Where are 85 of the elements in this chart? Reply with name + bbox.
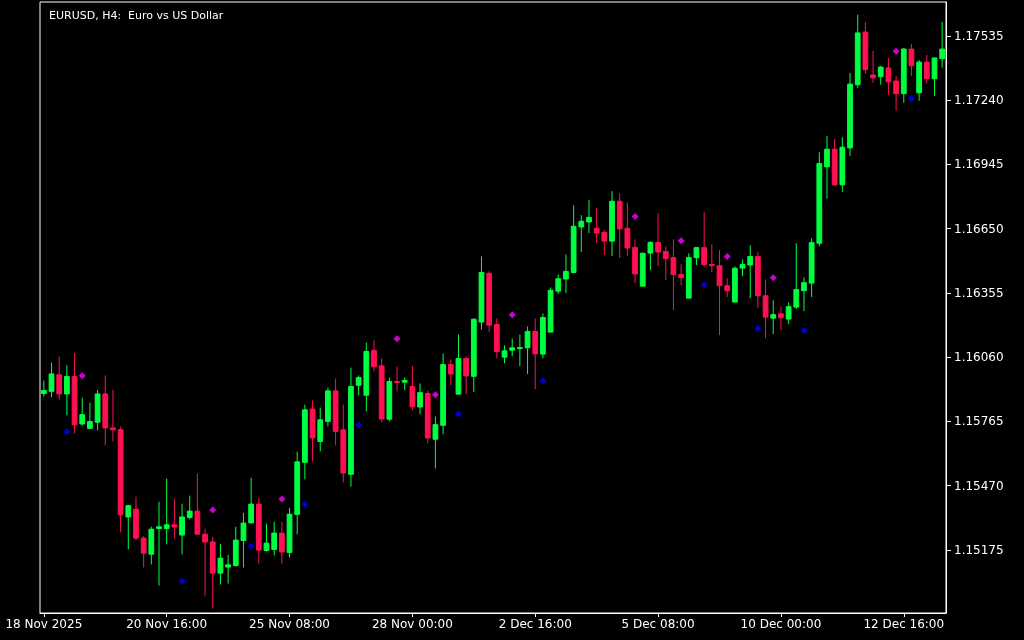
- candlestick: [778, 305, 784, 331]
- candlestick: [248, 477, 255, 525]
- candlestick: [432, 416, 439, 469]
- y-tick-label: 1.17535: [954, 28, 1004, 43]
- candlestick: [532, 317, 539, 390]
- candlestick: [371, 339, 377, 372]
- point: [892, 47, 900, 55]
- x-tick-label: 28 Nov 00:00: [371, 617, 453, 631]
- x-tick-label: 25 Nov 08:00: [249, 617, 330, 631]
- candlestick: [409, 365, 416, 411]
- point: [355, 421, 363, 429]
- candlestick: [186, 495, 193, 520]
- candlestick: [762, 278, 769, 339]
- candlestick: [79, 397, 86, 427]
- candlestick: [877, 65, 884, 86]
- point: [754, 325, 762, 333]
- point: [454, 410, 462, 418]
- candlestick: [179, 503, 185, 555]
- candlestick: [447, 359, 454, 386]
- candlestick: [586, 199, 592, 234]
- candlestick: [463, 355, 470, 395]
- candlestick: [156, 501, 162, 587]
- candlestick: [56, 355, 63, 401]
- candlestick: [163, 478, 170, 545]
- point: [677, 237, 685, 245]
- candlestick: [110, 389, 116, 442]
- candlestick: [225, 554, 231, 585]
- y-tick-label: 1.15470: [954, 478, 1004, 493]
- point: [178, 577, 186, 585]
- y-tick-label: 1.16650: [954, 221, 1004, 236]
- candlestick: [563, 253, 569, 294]
- candlestick: [770, 299, 777, 335]
- candlestick: [870, 50, 876, 84]
- point: [278, 495, 286, 503]
- x-tick-label: 5 Dec 08:00: [621, 617, 695, 631]
- candlestick: [87, 402, 93, 430]
- point: [78, 372, 86, 380]
- candlestick: [923, 54, 930, 85]
- text: EURUSD, H4: Euro vs US Dollar: [49, 9, 224, 22]
- candlestick: [885, 57, 892, 96]
- candlestick: [824, 135, 830, 200]
- point: [508, 311, 516, 319]
- y-tick-label: 1.16945: [954, 157, 1004, 172]
- candlestick: [524, 325, 531, 375]
- point: [301, 500, 309, 508]
- x-tick-label: 12 Dec 16:00: [863, 617, 945, 631]
- candlestick: [516, 334, 523, 367]
- point: [393, 335, 401, 343]
- candlestick: [678, 263, 684, 286]
- y-tick-label: 1.17240: [954, 93, 1004, 108]
- x-tick-label: 2 Dec 16:00: [498, 617, 572, 631]
- x-tick-label: 20 Nov 16:00: [126, 617, 208, 631]
- point: [431, 391, 439, 399]
- point: [723, 253, 731, 261]
- y-tick-label: 1.15765: [954, 414, 1004, 429]
- point: [247, 542, 255, 550]
- candlestick: [217, 543, 224, 585]
- candlestick: [194, 473, 201, 536]
- point: [209, 506, 217, 514]
- point: [539, 377, 547, 385]
- candlestick: [701, 211, 708, 268]
- candlestick: [125, 504, 132, 550]
- y-tick-label: 1.15175: [954, 542, 1004, 557]
- point: [800, 327, 808, 335]
- candlestick: [394, 366, 400, 392]
- candlestick: [63, 364, 70, 416]
- point: [907, 94, 915, 102]
- candlestick: [801, 276, 807, 312]
- x-tick-label: 18 Nov 2025: [5, 617, 83, 631]
- point: [631, 212, 639, 220]
- candlestick: [655, 212, 661, 267]
- x-tick-label: 10 Dec 00:00: [740, 617, 822, 631]
- y-tick-label: 1.16060: [954, 350, 1004, 365]
- y-tick-label: 1.16355: [954, 285, 1004, 300]
- candlestick: [171, 498, 178, 540]
- candlestick: [417, 382, 423, 415]
- candlestick: [317, 407, 324, 452]
- candlestick: [140, 535, 147, 568]
- point: [700, 281, 708, 289]
- point: [63, 428, 71, 436]
- candlestick: [202, 528, 208, 597]
- candlestick: [278, 521, 285, 565]
- candlestick: [908, 43, 915, 77]
- candlestick: [893, 75, 899, 112]
- point: [769, 274, 777, 282]
